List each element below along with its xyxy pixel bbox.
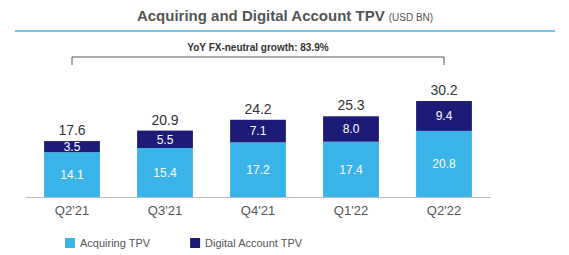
bars [44, 101, 472, 197]
legend: Acquiring TPV Digital Account TPV [65, 237, 303, 249]
x-tick: Q3'21 [148, 197, 182, 218]
data-label: 9.4 [436, 109, 453, 123]
data-label: 14.1 [60, 168, 84, 182]
x-tick-label: Q4'21 [241, 203, 275, 218]
x-tick-label: Q2'21 [55, 203, 89, 218]
bar-segment [323, 116, 379, 141]
bar-segment [323, 142, 379, 197]
chart: Acquiring and Digital Account TPV (USD BN… [0, 0, 569, 255]
legend-swatch [190, 238, 200, 248]
x-axis-line [26, 197, 491, 198]
annotation: YoY FX-neutral growth: 83.9% [187, 42, 328, 53]
bar-segment [416, 101, 472, 131]
title: Acquiring and Digital Account TPV (USD BN… [137, 7, 433, 24]
data-label: 3.5 [64, 140, 81, 154]
legend-label: Acquiring TPV [80, 237, 151, 249]
bar-segment [416, 131, 472, 197]
x-tick-label: Q2'22 [427, 203, 461, 218]
bar-segment [137, 148, 193, 197]
x-tick: Q2'21 [55, 197, 89, 218]
x-axis: Q2'21 Q3'21 Q4'21 Q1'22 Q2'22 [26, 197, 491, 218]
data-label: 7.1 [250, 124, 267, 138]
x-tick: Q1'22 [334, 197, 368, 218]
data-label: 8.0 [343, 122, 360, 136]
bar-segment [44, 152, 100, 197]
subtitle: (USD BN) [389, 12, 433, 23]
total-label: 24.2 [244, 101, 271, 117]
total-label: 20.9 [151, 112, 178, 128]
x-tick-label: Q3'21 [148, 203, 182, 218]
legend-item: Digital Account TPV [190, 237, 303, 249]
title-rule [15, 30, 555, 32]
bar-segment [137, 131, 193, 148]
legend-item: Acquiring TPV [65, 237, 151, 249]
legend-swatch [65, 238, 75, 248]
bar-segment [230, 142, 286, 197]
data-label: 20.8 [432, 157, 456, 171]
data-label: 17.4 [339, 163, 363, 177]
annotation-bracket [72, 57, 444, 65]
data-label: 15.4 [153, 166, 177, 180]
title-main: Acquiring and Digital Account TPV [137, 7, 385, 24]
x-tick-label: Q1'22 [334, 203, 368, 218]
total-label: 30.2 [430, 82, 457, 98]
x-tick: Q4'21 [241, 197, 275, 218]
x-tick: Q2'22 [427, 197, 461, 218]
bar-segment [230, 120, 286, 143]
total-label: 17.6 [58, 122, 85, 138]
total-label: 25.3 [337, 97, 364, 113]
data-labels: 14.1 15.4 17.2 17.4 20.8 3.5 5.5 7.1 8.0 9.4 17.6 2… [58, 82, 457, 182]
legend-label: Digital Account TPV [205, 237, 303, 249]
data-label: 5.5 [157, 133, 174, 147]
data-label: 17.2 [246, 163, 270, 177]
